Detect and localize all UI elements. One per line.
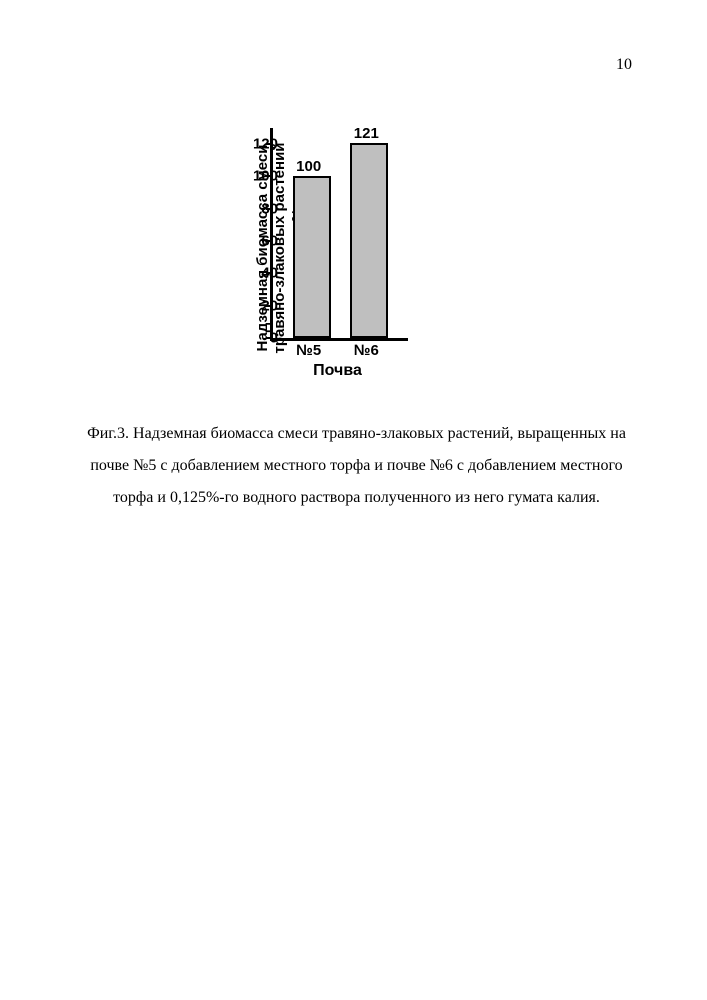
y-tick-label: 120 (253, 136, 278, 153)
x-category-label: №6 (354, 342, 379, 359)
y-tick-label: 0 (270, 330, 278, 347)
y-tick-label: 60 (261, 233, 278, 250)
bar-value-label: 121 (354, 125, 379, 142)
y-tick-label: 80 (261, 200, 278, 217)
bar (350, 143, 388, 338)
y-tick-label: 100 (253, 168, 278, 185)
plot-area (270, 128, 408, 341)
bar-value-label: 100 (296, 158, 321, 175)
x-category-label: №5 (296, 342, 321, 359)
x-axis-label: Почва (270, 362, 405, 380)
figure-caption: Фиг.3. Надземная биомасса смеси травяно-… (74, 418, 639, 514)
y-tick-label: 40 (261, 265, 278, 282)
y-tick-label: 20 (261, 297, 278, 314)
bar (293, 176, 331, 338)
biomass-bar-chart: Надземная биомасса смеси травяно-злаковы… (160, 118, 420, 378)
page-number: 10 (616, 56, 632, 74)
